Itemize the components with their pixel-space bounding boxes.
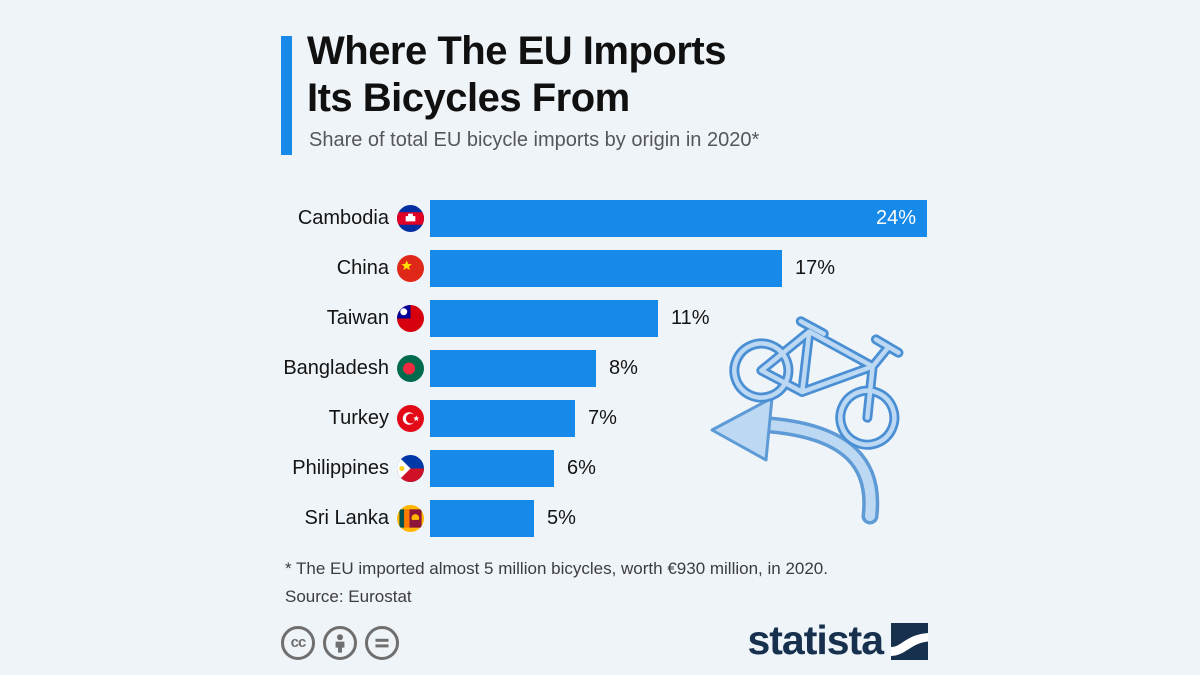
chart-row: Philippines 6%	[0, 450, 1200, 487]
category-label-group: Philippines	[100, 450, 424, 487]
country-label: Bangladesh	[283, 357, 389, 379]
philippines-flag-icon	[397, 455, 424, 482]
page-title: Where The EU Imports Its Bicycles From	[307, 28, 726, 122]
bar-cambodia: 24%	[430, 200, 927, 237]
bar-philippines	[430, 450, 554, 487]
title-line-2: Its Bicycles From	[307, 76, 630, 120]
title-accent-bar	[281, 36, 292, 155]
category-label-group: China	[100, 250, 424, 287]
taiwan-flag-icon	[397, 305, 424, 332]
bar-china	[430, 250, 782, 287]
cambodia-flag-icon	[397, 205, 424, 232]
category-label-group: Bangladesh	[100, 350, 424, 387]
turkey-flag-icon	[397, 405, 424, 432]
value-label: 5%	[547, 507, 576, 529]
country-label: Philippines	[292, 457, 389, 479]
chart-row: China 17%	[0, 250, 1200, 287]
value-label: 8%	[609, 357, 638, 379]
title-line-1: Where The EU Imports	[307, 29, 726, 73]
source-text: Source: Eurostat	[285, 587, 412, 606]
country-label: Turkey	[328, 407, 389, 429]
footnote-text: * The EU imported almost 5 million bicyc…	[285, 559, 828, 578]
bar-bangladesh	[430, 350, 596, 387]
value-label: 7%	[588, 407, 617, 429]
chart-row: Bangladesh 8%	[0, 350, 1200, 387]
statista-branding[interactable]: statista	[747, 617, 928, 663]
china-flag-icon	[397, 255, 424, 282]
cc-icon[interactable]: cc	[281, 626, 315, 660]
bangladesh-flag-icon	[397, 355, 424, 382]
creative-commons-badges: cc	[281, 626, 399, 660]
chart-row: Cambodia 24%	[0, 200, 1200, 237]
statista-wordmark: statista	[747, 617, 884, 663]
category-label-group: Turkey	[100, 400, 424, 437]
bar-taiwan	[430, 300, 658, 337]
chart-row: Turkey 7%	[0, 400, 1200, 437]
country-label: China	[336, 257, 389, 279]
category-label-group: Cambodia	[100, 200, 424, 237]
sri-lanka-flag-icon	[397, 505, 424, 532]
bicycle-icon	[729, 316, 904, 450]
cc-nd-equals-icon[interactable]	[365, 626, 399, 660]
chart-row: Sri Lanka 5%	[0, 500, 1200, 537]
chart-row: Taiwan 11%	[0, 300, 1200, 337]
value-label-inside: 24%	[875, 207, 916, 229]
bicycle-arrow-illustration	[710, 316, 904, 525]
cc-by-person-icon[interactable]	[323, 626, 357, 660]
curved-arrow-icon	[710, 396, 880, 525]
chart-subtitle: Share of total EU bicycle imports by ori…	[309, 129, 760, 151]
value-label: 6%	[567, 457, 596, 479]
value-label: 17%	[795, 257, 836, 279]
category-label-group: Sri Lanka	[100, 500, 424, 537]
country-label: Sri Lanka	[304, 507, 390, 529]
statista-logo-icon	[891, 623, 928, 660]
bar-sri-lanka	[430, 500, 534, 537]
value-label: 11%	[671, 307, 710, 329]
footnote-block: * The EU imported almost 5 million bicyc…	[285, 555, 828, 611]
country-label: Cambodia	[297, 207, 389, 229]
country-label: Taiwan	[326, 307, 389, 329]
bar-turkey	[430, 400, 575, 437]
category-label-group: Taiwan	[100, 300, 424, 337]
